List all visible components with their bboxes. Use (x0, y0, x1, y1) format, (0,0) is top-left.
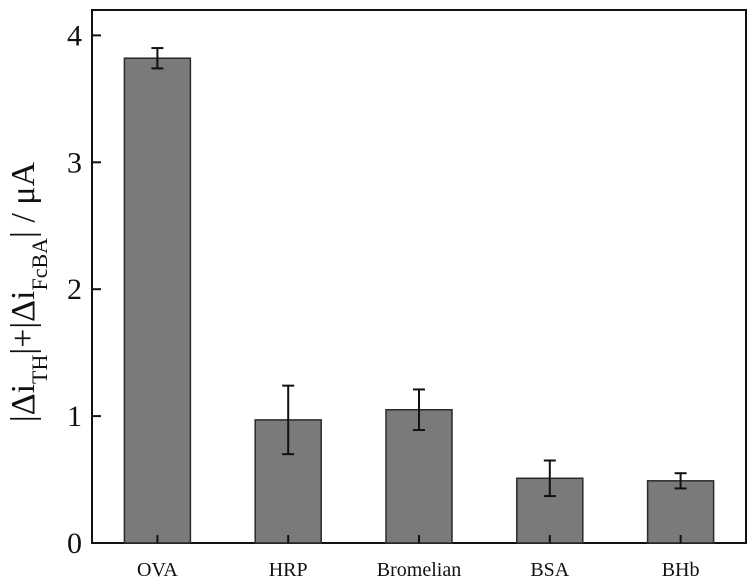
x-tick-label: HRP (269, 559, 308, 581)
bar-bhb (648, 481, 714, 543)
y-tick-label: 0 (67, 527, 82, 560)
bar-chart: 0 1 2 3 4 OVA HRP Bromelian BSA BHb |ΔiTH|+|ΔiFcB… (0, 0, 755, 584)
plot-area: 0 1 2 3 4 OVA HRP Bromelian BSA BHb (67, 10, 746, 581)
y-tick-label: 4 (67, 19, 82, 52)
y-tick-label: 2 (67, 273, 82, 306)
x-tick-label: BHb (662, 559, 700, 581)
x-tick-label: BSA (530, 559, 569, 581)
chart-root: 0 1 2 3 4 OVA HRP Bromelian BSA BHb |ΔiTH|+|ΔiFcB… (0, 0, 755, 584)
y-tick-label: 1 (67, 400, 82, 433)
x-tick-label: OVA (137, 559, 178, 581)
x-tick-label: Bromelian (377, 559, 461, 581)
y-axis-label: |ΔiTH|+|ΔiFcBA| / μA (5, 161, 52, 422)
bar-ova (124, 58, 190, 543)
y-tick-label: 3 (67, 146, 82, 179)
